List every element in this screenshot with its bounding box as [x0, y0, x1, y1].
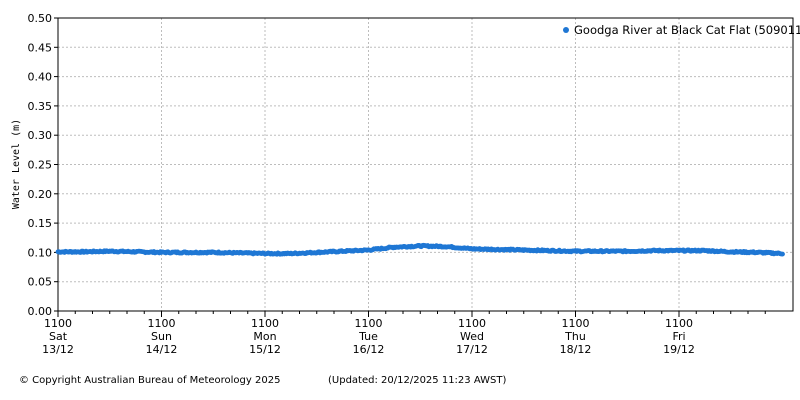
legend-label: Goodga River at Black Cat Flat (509011): [574, 23, 800, 37]
y-tick-label: 0.35: [28, 100, 53, 113]
x-tick-label-date: 16/12: [353, 343, 385, 356]
x-tick-label-weekday: Fri: [672, 330, 685, 343]
x-tick-label-date: 13/12: [42, 343, 74, 356]
x-tick-label-time: 1100: [665, 317, 693, 330]
data-series-layer: [55, 242, 785, 257]
x-tick-label-time: 1100: [251, 317, 279, 330]
x-tick-label-weekday: Thu: [564, 330, 586, 343]
x-tick-label-date: 18/12: [560, 343, 592, 356]
data-point: [780, 251, 785, 257]
y-tick-label: 0.25: [28, 159, 53, 172]
axis-layer: 0.00 0.05 0.10 0.15 0.20 0.25 0.30 0.35 0.40 0.45…: [28, 12, 794, 356]
y-tick-label: 0.00: [28, 305, 53, 318]
x-tick-label-time: 1100: [355, 317, 383, 330]
x-tick-label-time: 1100: [458, 317, 486, 330]
y-tick-label: 0.10: [28, 246, 53, 259]
x-tick-label-date: 17/12: [456, 343, 488, 356]
x-tick-label-time: 1100: [562, 317, 590, 330]
y-tick-label: 0.30: [28, 129, 53, 142]
y-tick-label: 0.50: [28, 12, 53, 25]
y-tick-label: 0.20: [28, 188, 53, 201]
x-tick-label-time: 1100: [148, 317, 176, 330]
y-tick-label: 0.05: [28, 276, 53, 289]
grid-layer: [58, 17, 793, 311]
x-tick-label-weekday: Tue: [358, 330, 378, 343]
series-points: [55, 242, 785, 257]
plot-frame: [57, 17, 794, 312]
legend-marker: [563, 27, 569, 33]
x-tick-label-date: 14/12: [146, 343, 178, 356]
x-tick-label-weekday: Mon: [253, 330, 276, 343]
copyright-text: © Copyright Australian Bureau of Meteoro…: [19, 375, 280, 386]
y-tick-label: 0.15: [28, 217, 53, 230]
y-axis-label: Water Level (m): [11, 119, 22, 209]
x-tick-label-weekday: Sun: [151, 330, 172, 343]
x-tick-label-weekday: Sat: [49, 330, 68, 343]
x-tick-label-date: 15/12: [249, 343, 281, 356]
x-tick-label-time: 1100: [44, 317, 72, 330]
y-tick-label: 0.40: [28, 71, 53, 84]
updated-text: (Updated: 20/12/2025 11:23 AWST): [328, 375, 506, 386]
x-tick-label-date: 19/12: [663, 343, 695, 356]
y-tick-label: 0.45: [28, 41, 53, 54]
legend: Goodga River at Black Cat Flat (509011): [563, 23, 800, 37]
x-tick-label-weekday: Wed: [460, 330, 484, 343]
